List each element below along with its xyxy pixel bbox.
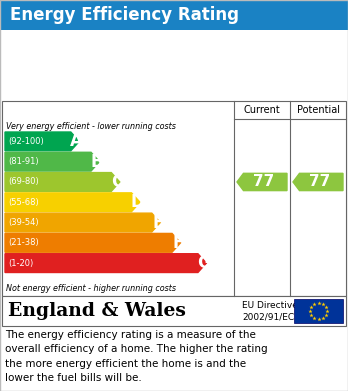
Text: (69-80): (69-80) [8,178,39,187]
Polygon shape [5,152,100,171]
Polygon shape [5,172,120,191]
Text: G: G [197,254,211,272]
Text: D: D [130,193,144,211]
Polygon shape [5,193,140,212]
FancyBboxPatch shape [0,0,348,30]
Text: C: C [111,173,123,191]
Polygon shape [293,173,343,190]
Text: E: E [152,213,164,231]
Polygon shape [5,213,160,232]
Text: (1-20): (1-20) [8,258,33,267]
Text: England & Wales: England & Wales [8,302,186,320]
Polygon shape [5,254,206,273]
FancyBboxPatch shape [294,299,343,323]
Polygon shape [237,173,287,190]
Text: Not energy efficient - higher running costs: Not energy efficient - higher running co… [6,284,176,293]
Text: F: F [172,234,184,252]
FancyBboxPatch shape [2,296,346,326]
Polygon shape [5,233,181,252]
Text: Very energy efficient - lower running costs: Very energy efficient - lower running co… [6,122,176,131]
Text: (81-91): (81-91) [8,157,39,166]
Text: 77: 77 [309,174,330,190]
Text: EU Directive
2002/91/EC: EU Directive 2002/91/EC [242,301,298,321]
FancyBboxPatch shape [2,101,346,296]
Text: (55-68): (55-68) [8,198,39,207]
Text: The energy efficiency rating is a measure of the
overall efficiency of a home. T: The energy efficiency rating is a measur… [5,330,268,383]
Text: Current: Current [244,105,280,115]
Text: (21-38): (21-38) [8,239,39,248]
Text: Energy Efficiency Rating: Energy Efficiency Rating [10,6,239,24]
Text: B: B [90,152,103,171]
Text: (92-100): (92-100) [8,137,44,146]
Text: A: A [70,133,83,151]
Polygon shape [5,132,79,151]
Text: Potential: Potential [296,105,340,115]
Text: 77: 77 [253,174,274,190]
Text: (39-54): (39-54) [8,218,39,227]
